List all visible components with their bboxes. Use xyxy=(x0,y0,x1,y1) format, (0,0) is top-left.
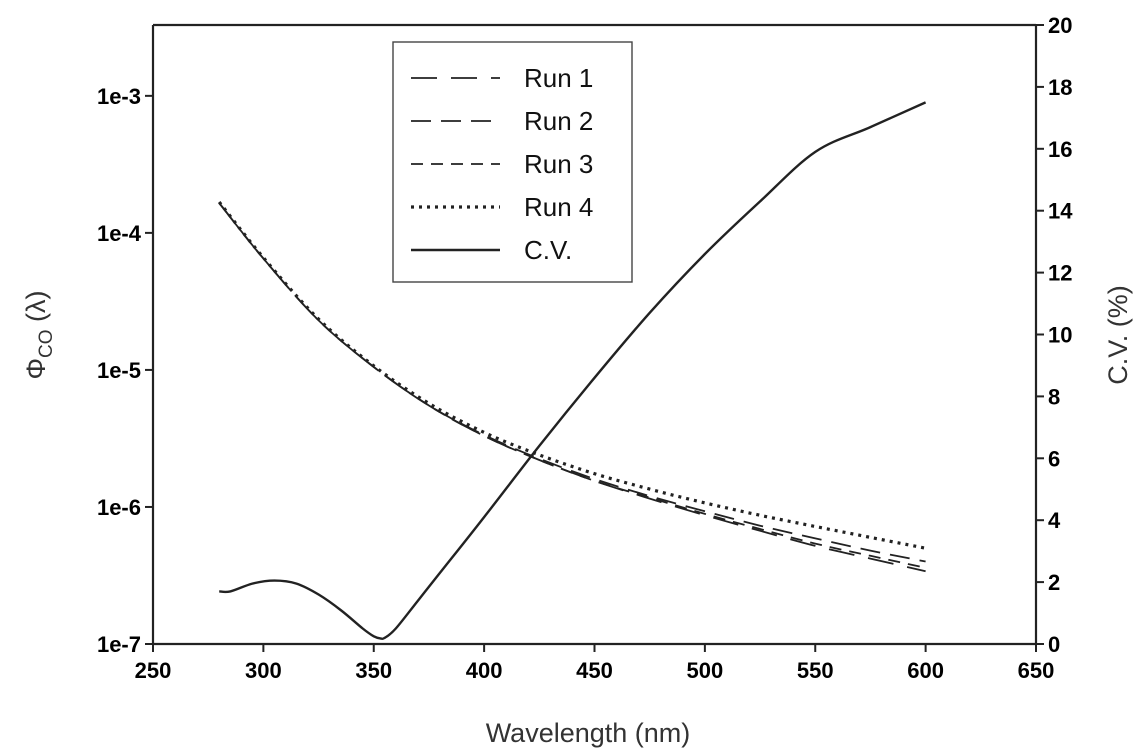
right-tick-label: 8 xyxy=(1048,384,1060,409)
x-axis-ticks: 250 300 350 400 450 500 550 600 650 xyxy=(135,644,1055,683)
legend-label-5: C.V. xyxy=(524,235,572,265)
legend-box xyxy=(392,41,633,283)
left-axis-title: ΦCO (λ) xyxy=(21,290,57,379)
left-axis-title-symbol: Φ xyxy=(21,358,51,380)
x-tick-label: 600 xyxy=(907,658,944,683)
left-tick-label: 1e-7 xyxy=(97,632,141,657)
right-tick-label: 4 xyxy=(1048,508,1061,533)
series-line-3 xyxy=(218,202,926,569)
right-axis-ticks: 0 2 4 6 8 10 12 14 16 18 20 xyxy=(1036,13,1073,657)
legend-label-4: Run 4 xyxy=(524,192,593,222)
x-tick-label: 650 xyxy=(1018,658,1055,683)
right-tick-label: 18 xyxy=(1048,75,1072,100)
legend-label-1: Run 1 xyxy=(524,63,593,93)
left-tick-label: 1e-5 xyxy=(97,358,141,383)
left-axis-title-subscript: CO xyxy=(36,329,57,358)
left-tick-label: 1e-3 xyxy=(97,84,141,109)
series-group xyxy=(217,101,927,641)
series-line-5 xyxy=(219,101,927,641)
right-tick-label: 0 xyxy=(1048,632,1060,657)
left-axis-title-tail: (λ) xyxy=(21,290,51,329)
right-tick-label: 10 xyxy=(1048,323,1072,348)
right-tick-label: 6 xyxy=(1048,446,1060,471)
legend-label-2: Run 2 xyxy=(524,106,593,136)
right-tick-label: 12 xyxy=(1048,261,1072,286)
right-axis-title: C.V. (%) xyxy=(1103,285,1133,385)
right-tick-label: 2 xyxy=(1048,570,1060,595)
right-tick-label: 16 xyxy=(1048,137,1072,162)
x-tick-label: 450 xyxy=(576,658,613,683)
x-tick-label: 250 xyxy=(135,658,172,683)
x-tick-label: 350 xyxy=(355,658,392,683)
left-tick-label: 1e-6 xyxy=(97,495,141,520)
left-axis-ticks: 1e-7 1e-6 1e-5 1e-4 1e-3 xyxy=(97,84,153,657)
x-axis-title: Wavelength (nm) xyxy=(486,718,691,748)
x-tick-label: 550 xyxy=(797,658,834,683)
legend-label-3: Run 3 xyxy=(524,149,593,179)
series-line-1 xyxy=(218,202,926,573)
legend: Run 1 Run 2 Run 3 Run 4 C.V. xyxy=(392,41,633,283)
x-tick-label: 500 xyxy=(687,658,724,683)
right-tick-label: 20 xyxy=(1048,13,1072,38)
left-tick-label: 1e-4 xyxy=(97,221,142,246)
x-tick-label: 400 xyxy=(466,658,503,683)
x-tick-label: 300 xyxy=(245,658,282,683)
right-tick-label: 14 xyxy=(1048,199,1073,224)
series-line-4 xyxy=(217,201,926,550)
